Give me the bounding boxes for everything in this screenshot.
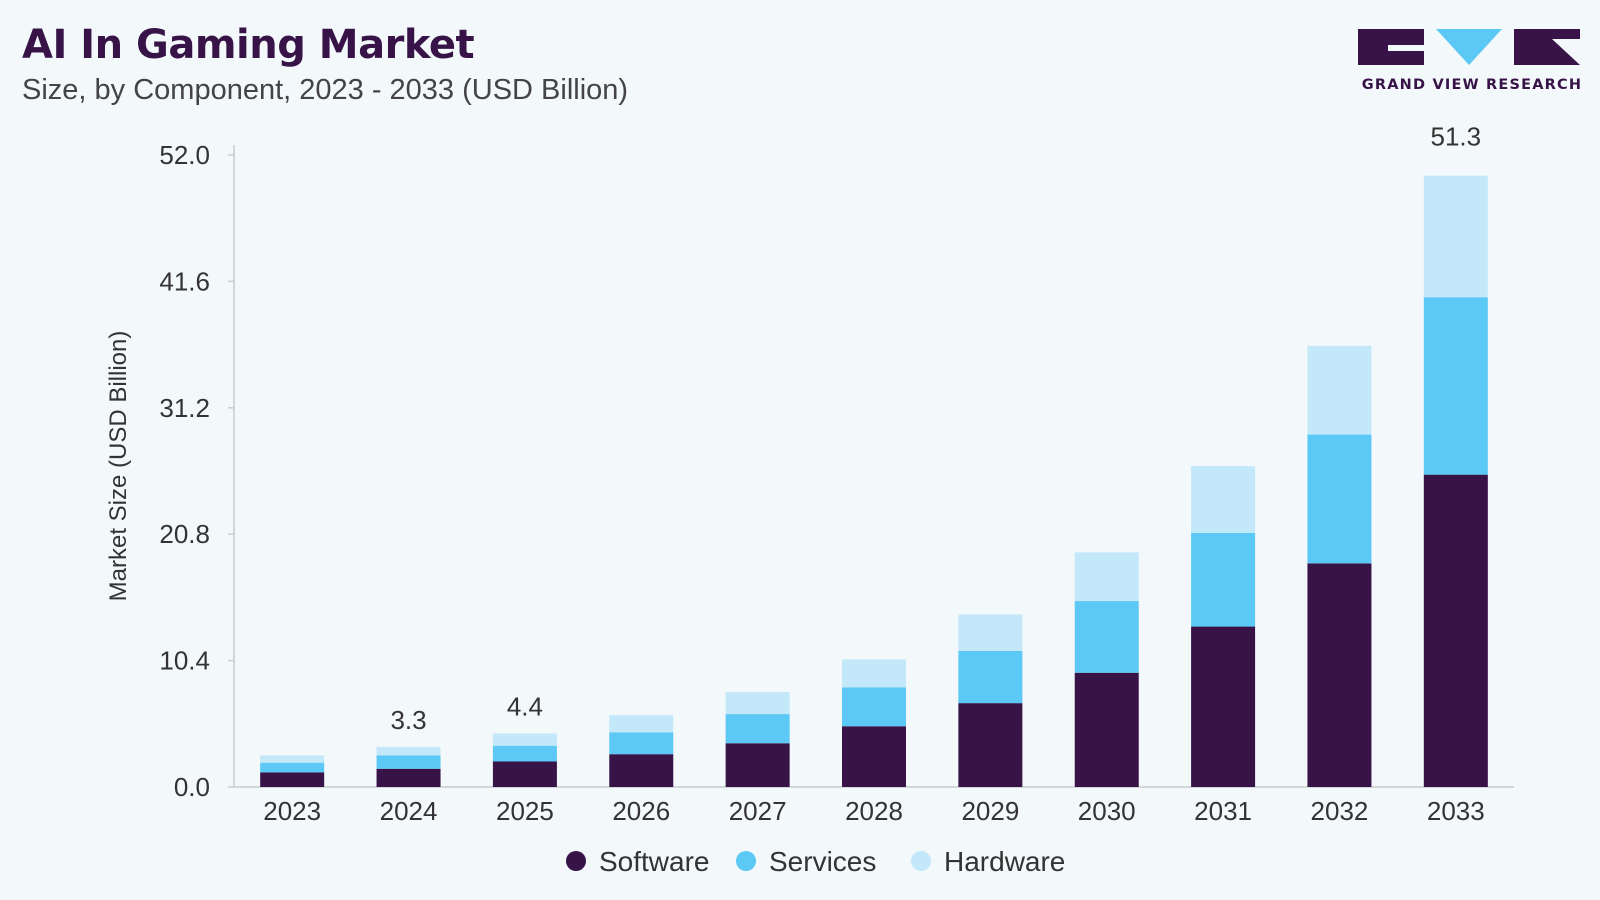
x-tick-label: 2025 [496,796,554,826]
total-label-2025: 4.4 [507,692,543,722]
bar-services-2026 [609,732,674,755]
bar-services-2030 [1074,601,1139,673]
chart-subtitle: Size, by Component, 2023 - 2033 (USD Bil… [22,74,629,106]
bar-hardware-2023 [260,755,325,763]
y-tick-label: 10.4 [159,646,210,676]
bar-software-2029 [958,703,1023,787]
bar-services-2032 [1307,434,1372,564]
bar-hardware-2028 [842,659,906,688]
bar-software-2032 [1307,563,1372,787]
bar-hardware-2024 [376,746,441,756]
x-tick-label: 2032 [1311,796,1369,826]
x-tick-label: 2024 [380,796,438,826]
bar-software-2028 [842,726,906,787]
bar-services-2024 [376,755,441,769]
total-labels: 3.3 4.4 51.3 [390,122,1481,735]
y-tick-label: 20.8 [159,519,210,549]
chart-title: AI In Gaming Market [22,22,475,68]
y-tick-label: 31.2 [159,393,210,423]
x-tick-label: 2027 [729,796,787,826]
bar-services-2025 [492,745,557,762]
y-tick-label: 41.6 [159,266,210,296]
x-tick-label: 2026 [612,796,670,826]
bar-hardware-2031 [1191,466,1256,533]
x-tick-label: 2031 [1194,796,1252,826]
bar-services-2028 [842,687,906,727]
bar-software-2030 [1074,672,1139,787]
bar-software-2024 [376,768,441,787]
grand-view-research-logo-icon [1358,29,1580,65]
x-tick-label: 2028 [845,796,903,826]
logo-text: GRAND VIEW RESEARCH [1361,77,1583,93]
bar-software-2025 [492,761,557,787]
bar-hardware-2029 [958,614,1023,651]
x-tick-label: 2030 [1078,796,1136,826]
y-tick-label: 52.0 [159,140,210,170]
y-axis-label: Market Size (USD Billion) [105,331,132,602]
bar-hardware-2032 [1307,345,1372,435]
bar-hardware-2027 [725,692,790,715]
legend-label: Services [769,846,876,877]
bars [260,175,1488,787]
bar-software-2031 [1191,626,1256,787]
bar-hardware-2026 [609,715,674,733]
total-label-2033: 51.3 [1431,122,1482,152]
legend-swatch-icon [566,851,586,871]
bar-software-2026 [609,754,674,787]
total-label-2024: 3.3 [390,705,426,735]
bar-software-2027 [725,743,790,787]
legend-label: Software [599,846,710,877]
legend-item-services: Services [736,846,876,877]
legend-swatch-icon [911,851,931,871]
legend: Software Services Hardware [566,846,1065,877]
legend-item-software: Software [566,846,710,877]
bar-hardware-2033 [1423,175,1488,298]
x-tick-label: 2029 [961,796,1019,826]
x-tick-label: 2033 [1427,796,1485,826]
bar-services-2023 [260,762,325,773]
bar-services-2031 [1191,532,1256,627]
bar-software-2033 [1423,474,1488,787]
bar-services-2033 [1423,297,1488,475]
x-axis-ticks: 2023 2024 2025 2026 2027 2028 2029 2030 2031 2032… [263,796,1484,826]
y-axis-ticks: 0.0 10.4 20.8 31.2 41.6 52.0 [159,140,234,802]
y-tick-label: 0.0 [174,772,210,802]
bar-hardware-2030 [1074,552,1139,602]
bar-software-2023 [260,772,325,787]
bar-services-2027 [725,714,790,744]
legend-label: Hardware [944,846,1065,877]
x-tick-label: 2023 [263,796,321,826]
legend-item-hardware: Hardware [911,846,1065,877]
bar-services-2029 [958,650,1023,704]
legend-swatch-icon [736,851,756,871]
bar-hardware-2025 [492,733,557,746]
